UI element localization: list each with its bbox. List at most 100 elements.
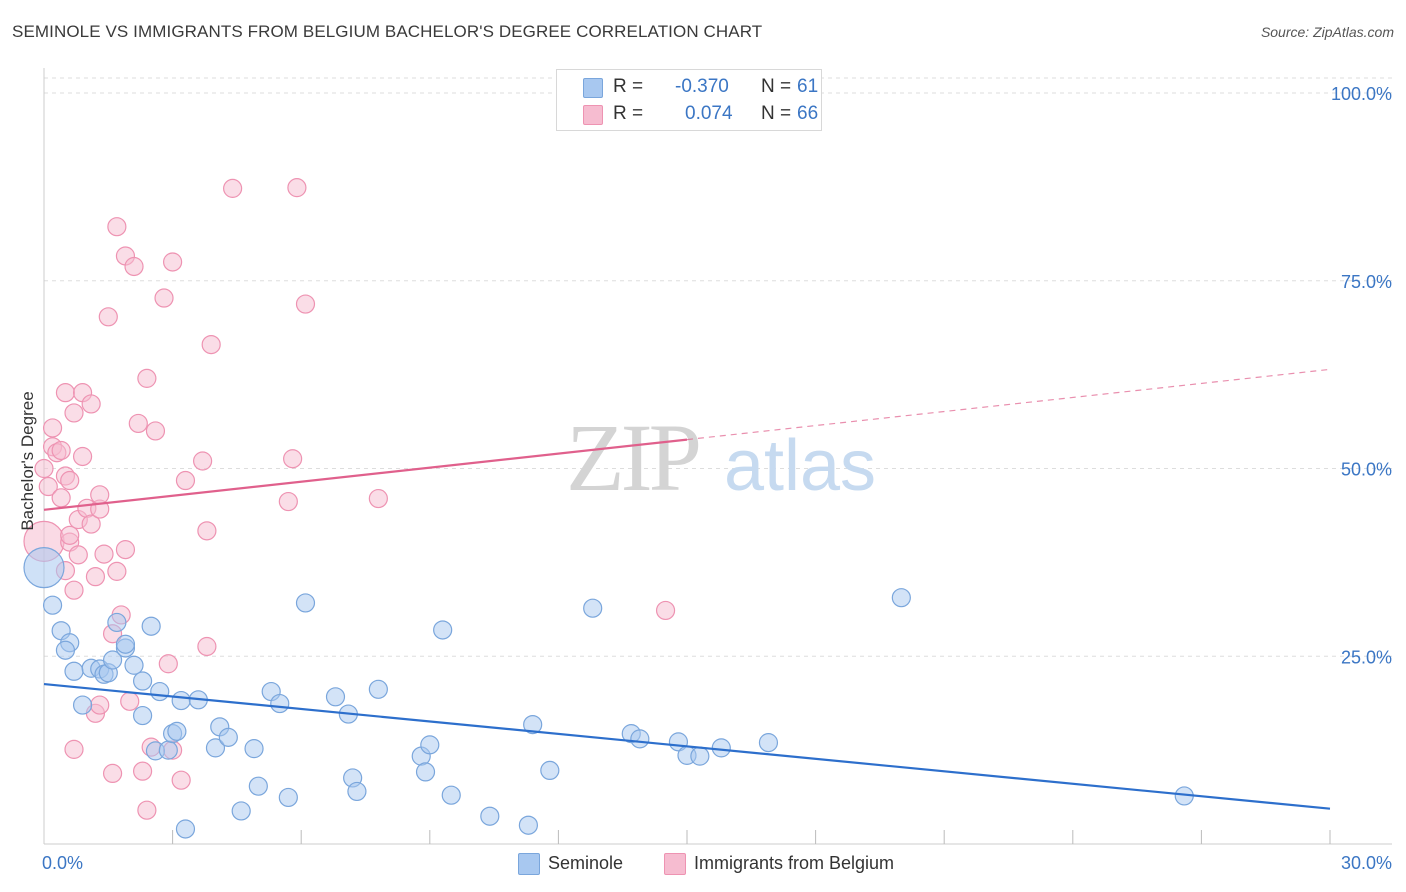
- seminole-point: [518, 815, 538, 835]
- x-tick-label: 30.0%: [1341, 853, 1392, 873]
- seminole-point: [115, 634, 136, 654]
- seminole-point: [72, 695, 93, 715]
- seminole-point: [167, 721, 187, 741]
- belgium-point: [107, 561, 127, 581]
- seminole-trend-line: [43, 682, 1331, 810]
- seminole-point: [278, 787, 298, 808]
- belgium-point: [64, 739, 84, 759]
- legend-swatch-seminole: [518, 853, 540, 875]
- seminole-point: [218, 727, 238, 747]
- belgium-point: [85, 567, 106, 587]
- legend-r-label: R =: [613, 103, 644, 124]
- legend-r-value: -0.370: [675, 76, 729, 97]
- belgium-point: [94, 544, 114, 564]
- seminole-point: [540, 760, 560, 781]
- legend-swatch-belgium: [664, 853, 686, 875]
- belgium-point: [295, 294, 316, 314]
- belgium-point: [368, 488, 388, 509]
- y-tick-label: 75.0%: [1341, 272, 1392, 292]
- axis-layer: [43, 68, 1392, 845]
- x-tick-label: 0.0%: [42, 853, 83, 873]
- seminole-point: [171, 690, 191, 711]
- belgium-point: [287, 178, 307, 198]
- belgium-point: [158, 654, 178, 674]
- seminole-point: [42, 595, 63, 615]
- seminole-point: [420, 735, 440, 755]
- belgium-point: [60, 525, 80, 545]
- belgium-trend-extension: [686, 368, 1331, 441]
- legend-n-label: N =: [761, 76, 792, 97]
- seminole-point: [368, 679, 388, 699]
- watermark: ZIP atlas: [566, 404, 876, 511]
- points-layer: [23, 178, 1194, 839]
- belgium-point: [137, 800, 157, 820]
- seminole-point: [231, 801, 251, 821]
- seminole-point: [711, 738, 731, 758]
- belgium-point: [64, 403, 84, 423]
- seminole-point: [690, 746, 710, 766]
- legend-r-value: 0.074: [685, 103, 733, 124]
- belgium-point: [223, 178, 243, 198]
- belgium-trend-line: [43, 438, 688, 511]
- belgium-point: [102, 763, 123, 784]
- seminole-point: [141, 616, 161, 636]
- belgium-point: [90, 695, 110, 715]
- belgium-point: [278, 491, 298, 512]
- grid-layer: [44, 77, 1392, 657]
- belgium-point: [201, 334, 221, 355]
- seminole-point: [102, 650, 123, 670]
- belgium-point: [60, 470, 80, 491]
- belgium-point: [124, 256, 144, 277]
- source-label: Source: ZipAtlas.com: [1260, 24, 1394, 40]
- belgium-point: [655, 600, 676, 621]
- seminole-point: [205, 738, 226, 758]
- belgium-point: [55, 383, 76, 403]
- belgium-point: [38, 476, 58, 497]
- belgium-point: [193, 451, 213, 471]
- legend-n-label: N =: [761, 103, 792, 124]
- belgium-point: [115, 540, 136, 560]
- belgium-point: [137, 368, 157, 388]
- legend-n-value: 61: [797, 76, 819, 97]
- y-tick-label: 25.0%: [1341, 647, 1392, 667]
- seminole-point: [433, 620, 453, 640]
- seminole-point: [64, 661, 84, 681]
- legend-label-belgium: Immigrants from Belgium: [694, 853, 895, 873]
- belgium-point: [154, 288, 174, 308]
- seminole-point: [132, 671, 153, 691]
- trend-layer: [43, 368, 1331, 810]
- belgium-point: [107, 217, 127, 237]
- y-tick-label: 50.0%: [1341, 460, 1392, 480]
- seminole-point: [583, 598, 603, 618]
- belgium-point: [171, 770, 191, 790]
- seminole-point: [150, 681, 170, 702]
- legend-label-seminole: Seminole: [548, 853, 624, 873]
- seminole-point: [124, 655, 144, 675]
- belgium-point: [163, 252, 183, 272]
- seminole-point: [523, 714, 543, 735]
- belgium-point: [132, 761, 153, 781]
- belgium-point: [64, 580, 84, 600]
- legend-r-label: R =: [613, 76, 644, 97]
- belgium-point: [51, 440, 71, 461]
- belgium-point: [197, 636, 217, 657]
- correlation-legend: R = -0.370 N = 61 R = 0.074 N = 66: [556, 69, 822, 131]
- legend-swatch-belgium: [583, 105, 603, 125]
- seminole-point: [891, 588, 911, 608]
- seminole-point: [248, 776, 268, 796]
- seminole-point: [295, 593, 316, 613]
- seminole-point: [758, 733, 779, 753]
- seminole-point: [175, 819, 196, 839]
- seminole-point: [244, 739, 264, 759]
- belgium-point: [197, 521, 217, 541]
- belgium-point: [42, 418, 63, 438]
- watermark-zip: ZIP: [566, 404, 699, 511]
- belgium-point: [120, 691, 140, 711]
- belgium-point: [145, 421, 166, 441]
- watermark-atlas: atlas: [724, 426, 876, 506]
- belgium-point: [81, 514, 101, 534]
- seminole-point: [441, 785, 461, 805]
- belgium-point: [81, 394, 101, 414]
- seminole-point: [630, 729, 650, 749]
